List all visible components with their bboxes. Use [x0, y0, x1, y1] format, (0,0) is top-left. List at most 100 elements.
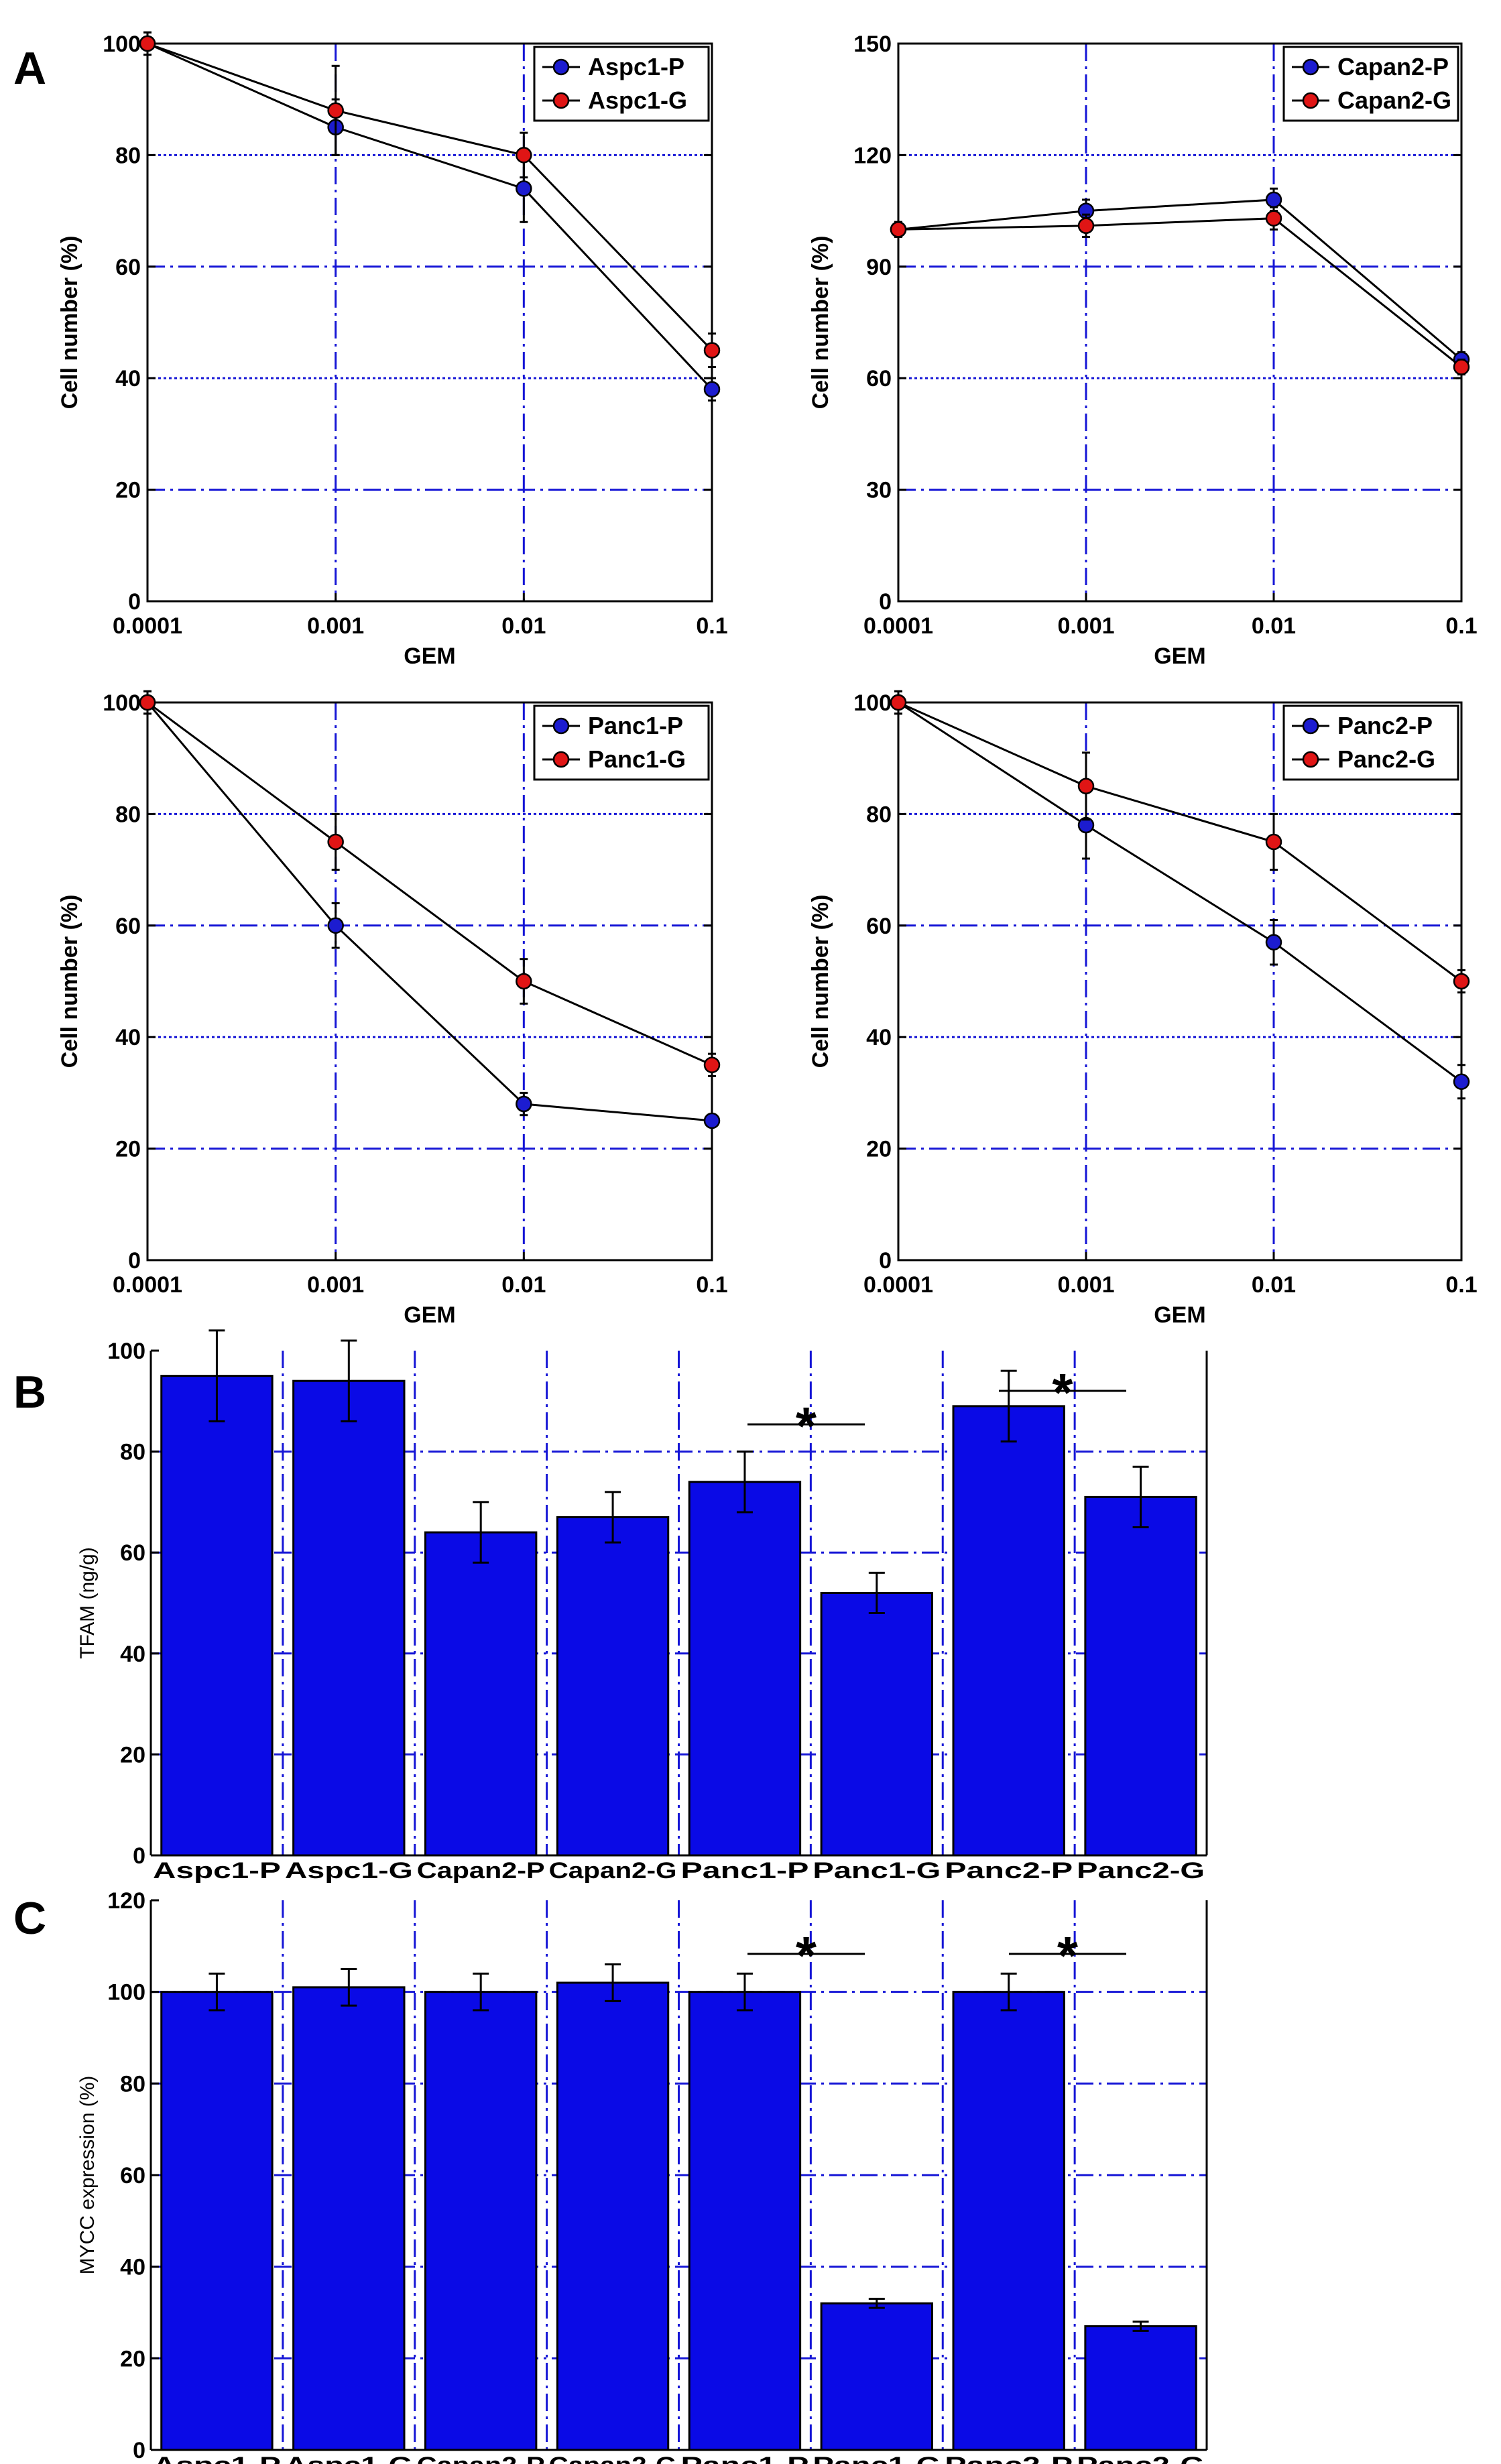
- y-tick-label: 120: [107, 1888, 145, 1914]
- legend-marker: [552, 58, 570, 76]
- legend-entry: Panc1-P: [588, 712, 683, 739]
- y-tick-label: 90: [866, 255, 892, 280]
- y-tick-label: 100: [103, 690, 141, 716]
- legend-marker: [552, 751, 570, 768]
- data-point-Panc2-G: [1265, 833, 1282, 851]
- y-tick-label: 20: [120, 1742, 145, 1768]
- x-tick-label: Aspc1-G: [285, 1858, 413, 1884]
- significance-star: *: [796, 1396, 817, 1456]
- data-point-Panc1-P: [327, 917, 344, 934]
- y-tick-label: 80: [120, 1440, 145, 1465]
- x-tick-label: 0.0001: [863, 613, 933, 639]
- bar-Capan2-G: [556, 1981, 670, 2451]
- data-point-Panc1-G: [139, 694, 156, 711]
- y-tick-label: 100: [853, 690, 892, 716]
- x-tick-label: 0.1: [696, 613, 727, 639]
- data-point-Panc1-G: [516, 973, 532, 990]
- series-line-Capan2-P: [898, 198, 1462, 361]
- data-point-Panc2-G: [1077, 778, 1095, 795]
- y-tick-label: 80: [866, 802, 892, 827]
- bar-Panc2-G: [1084, 2325, 1197, 2451]
- legend-marker: [1302, 58, 1319, 76]
- y-tick-label: 100: [107, 1339, 145, 1364]
- x-axis-label: GEM: [404, 1302, 455, 1328]
- x-tick-label: Capan2-G: [549, 2453, 677, 2464]
- y-tick-label: 60: [115, 914, 141, 939]
- x-tick-label: 0.1: [696, 1272, 727, 1298]
- series-line-Panc1-G: [147, 701, 713, 1066]
- y-tick-label: 60: [120, 1540, 145, 1566]
- panel-letter-b: B: [13, 1367, 46, 1418]
- x-tick-label: 0.01: [501, 1272, 546, 1298]
- x-tick-label: 0.01: [1252, 1272, 1296, 1298]
- y-tick-label: 20: [866, 1137, 892, 1162]
- plot-frame: [897, 42, 1463, 603]
- data-point-Aspc1-P: [516, 180, 532, 197]
- x-axis-label: GEM: [404, 643, 455, 669]
- data-point-Panc2-G: [890, 694, 907, 711]
- y-tick-label: 30: [866, 478, 892, 503]
- chart-tfam: Aspc1-P Aspc1-G Capan2-P Capan2-G Panc1-P Pan…: [76, 1329, 1208, 1884]
- data-point-Panc1-P: [516, 1095, 532, 1113]
- x-tick-label: Panc1-P: [681, 2453, 809, 2464]
- y-tick-label: 40: [115, 1025, 141, 1050]
- legend-entry: Panc2-G: [1337, 745, 1435, 773]
- data-point-Capan2-G: [890, 221, 907, 238]
- series-line-Aspc1-P: [147, 42, 713, 390]
- y-tick-label: 0: [879, 589, 892, 615]
- bar-Panc1-P: [688, 1481, 802, 1857]
- bar-Capan2-P: [424, 1531, 538, 1857]
- y-tick-label: 100: [107, 1980, 145, 2006]
- chart-mycc: Aspc1-P Aspc1-G Capan2-P Capan2-G Panc1-P Pan…: [76, 1888, 1208, 2464]
- data-point-Capan2-P: [1265, 191, 1282, 208]
- data-point-Panc2-P: [1453, 1073, 1470, 1091]
- x-tick-label: Panc1-P: [681, 1858, 809, 1884]
- y-axis-label: MYCC expression (%): [76, 2076, 99, 2275]
- chart-aspc1: 0 20 40 60 80 100 0.0001 0.001 0.01 0.1 GEM Cell nu…: [57, 31, 728, 669]
- x-tick-label: Capan2-P: [417, 1858, 545, 1884]
- series-line-Panc1-P: [146, 702, 713, 1122]
- bar-Capan2-P: [424, 1991, 538, 2451]
- data-point-Aspc1-G: [516, 147, 532, 164]
- y-tick-label: 80: [115, 802, 141, 827]
- series-line-Aspc1-G: [147, 42, 713, 351]
- plot-frame: [146, 701, 713, 1261]
- y-tick-label: 80: [120, 2071, 145, 2097]
- y-tick-label: 120: [853, 143, 892, 168]
- x-tick-label: 0.001: [1057, 613, 1114, 639]
- data-point-Panc2-P: [1265, 934, 1282, 951]
- data-point-Capan2-G: [1077, 217, 1095, 235]
- panel-letter-a: A: [13, 43, 46, 94]
- data-point-Panc2-G: [1453, 973, 1470, 990]
- y-tick-label: 40: [120, 1642, 145, 1667]
- x-tick-label: Panc2-G: [1077, 1858, 1205, 1884]
- y-tick-label: 60: [866, 366, 892, 391]
- data-point-Panc1-G: [703, 1056, 721, 1074]
- data-point-Capan2-G: [1453, 359, 1470, 375]
- legend-entry: Capan2-G: [1337, 86, 1451, 114]
- legend-marker: [1302, 751, 1319, 768]
- significance-star: *: [1057, 1926, 1079, 1985]
- data-point-Aspc1-G: [703, 342, 721, 359]
- x-tick-label: 0.001: [307, 613, 364, 639]
- y-axis-label: TFAM (ng/g): [76, 1547, 99, 1659]
- x-tick-label: 0.1: [1445, 613, 1477, 639]
- x-tick-label: Panc2-P: [945, 1858, 1073, 1884]
- x-axis-label: GEM: [1154, 643, 1205, 669]
- legend-entry: Aspc1-P: [588, 53, 684, 80]
- bar-Panc1-P: [688, 1991, 802, 2451]
- x-tick-label: Panc2-G: [1077, 2453, 1205, 2464]
- panel-letter-c: C: [13, 1893, 46, 1944]
- y-tick-label: 20: [115, 478, 141, 503]
- legend-entry: Aspc1-G: [588, 86, 687, 114]
- legend-entry: Capan2-P: [1337, 53, 1449, 80]
- x-tick-label: Panc1-G: [813, 1858, 941, 1884]
- data-point-Aspc1-G: [327, 102, 344, 119]
- y-tick-label: 40: [866, 1025, 892, 1050]
- y-tick-label: 60: [115, 255, 141, 280]
- x-tick-label: Panc2-P: [945, 2453, 1073, 2464]
- x-tick-label: Capan2-P: [417, 2453, 545, 2464]
- legend-marker: [1302, 92, 1319, 109]
- y-tick-label: 0: [133, 1843, 145, 1869]
